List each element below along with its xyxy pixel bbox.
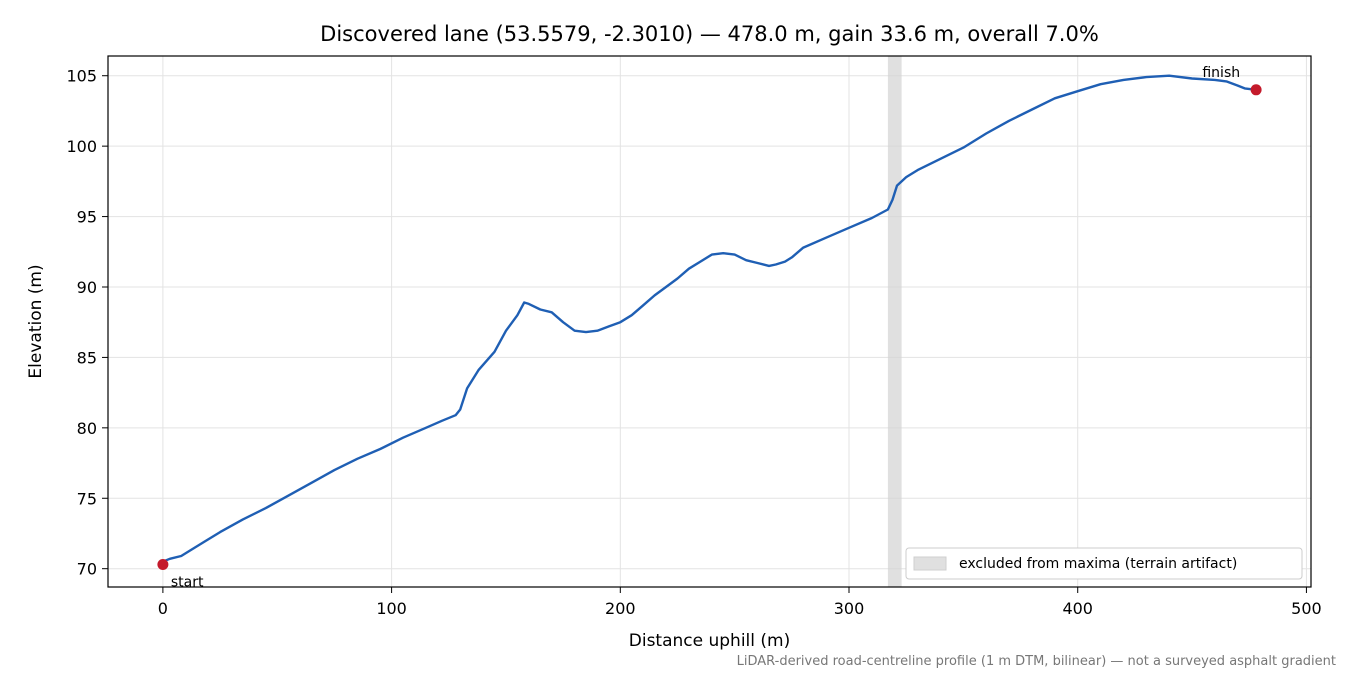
x-tick-label: 100 — [376, 599, 407, 618]
legend: excluded from maxima (terrain artifact) — [905, 547, 1303, 580]
x-axis-label: Distance uphill (m) — [629, 631, 790, 651]
y-tick-label: 90 — [77, 278, 97, 297]
y-axis-label: Elevation (m) — [26, 264, 46, 378]
y-tick-label: 95 — [77, 208, 97, 227]
endpoint-markers: start finish — [157, 65, 1262, 590]
start-label: start — [171, 574, 204, 590]
x-tick-label: 400 — [1062, 599, 1093, 618]
legend-label: excluded from maxima (terrain artifact) — [959, 556, 1237, 572]
y-tick-label: 80 — [77, 419, 97, 438]
footnote: LiDAR-derived road-centreline profile (1… — [737, 654, 1336, 669]
finish-marker — [1250, 84, 1262, 96]
y-tick-label: 100 — [66, 137, 97, 156]
legend-box — [905, 547, 1303, 580]
grid — [108, 56, 1311, 587]
y-tick-label: 70 — [77, 560, 97, 579]
chart-title: Discovered lane (53.5579, -2.3010) — 478… — [320, 22, 1099, 46]
finish-label: finish — [1202, 65, 1240, 81]
x-tick-label: 200 — [605, 599, 636, 618]
legend-swatch — [913, 556, 947, 571]
y-axis-ticks: 70 75 80 85 90 95 100 105 — [66, 67, 108, 579]
start-marker — [157, 558, 169, 570]
x-axis-ticks: 0 100 200 300 400 500 — [158, 587, 1322, 618]
y-tick-label: 105 — [66, 67, 97, 86]
excluded-span — [887, 56, 902, 587]
y-tick-label: 75 — [77, 489, 97, 508]
y-tick-label: 85 — [77, 348, 97, 367]
x-tick-label: 500 — [1291, 599, 1322, 618]
x-tick-label: 300 — [834, 599, 865, 618]
elevation-line — [162, 74, 1257, 563]
x-tick-label: 0 — [158, 599, 168, 618]
plot-frame — [107, 55, 1312, 588]
